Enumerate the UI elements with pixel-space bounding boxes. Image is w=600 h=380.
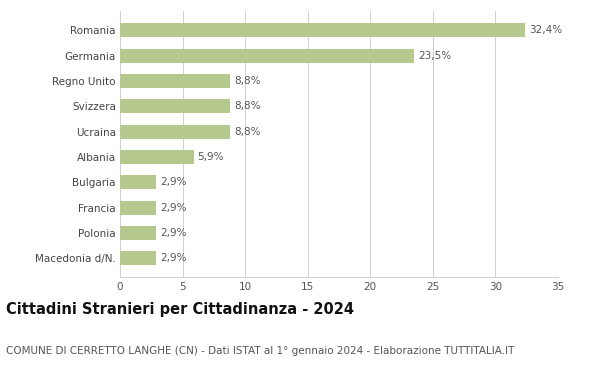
Text: 8,8%: 8,8% bbox=[234, 127, 260, 137]
Text: 2,9%: 2,9% bbox=[160, 203, 187, 213]
Text: Cittadini Stranieri per Cittadinanza - 2024: Cittadini Stranieri per Cittadinanza - 2… bbox=[6, 302, 354, 317]
Bar bbox=[120, 150, 194, 164]
Bar bbox=[120, 125, 230, 139]
Bar bbox=[120, 252, 156, 265]
Text: 32,4%: 32,4% bbox=[529, 25, 562, 35]
Text: 8,8%: 8,8% bbox=[234, 101, 260, 111]
Text: 2,9%: 2,9% bbox=[160, 177, 187, 187]
Text: 8,8%: 8,8% bbox=[234, 76, 260, 86]
Bar bbox=[120, 226, 156, 240]
Bar bbox=[120, 24, 526, 37]
Bar bbox=[120, 100, 230, 113]
Bar bbox=[120, 74, 230, 88]
Text: 2,9%: 2,9% bbox=[160, 253, 187, 263]
Bar bbox=[120, 201, 156, 215]
Text: 23,5%: 23,5% bbox=[418, 51, 451, 61]
Text: COMUNE DI CERRETTO LANGHE (CN) - Dati ISTAT al 1° gennaio 2024 - Elaborazione TU: COMUNE DI CERRETTO LANGHE (CN) - Dati IS… bbox=[6, 346, 514, 356]
Text: 2,9%: 2,9% bbox=[160, 228, 187, 238]
Text: 5,9%: 5,9% bbox=[197, 152, 224, 162]
Bar bbox=[120, 176, 156, 189]
Bar bbox=[120, 49, 414, 63]
